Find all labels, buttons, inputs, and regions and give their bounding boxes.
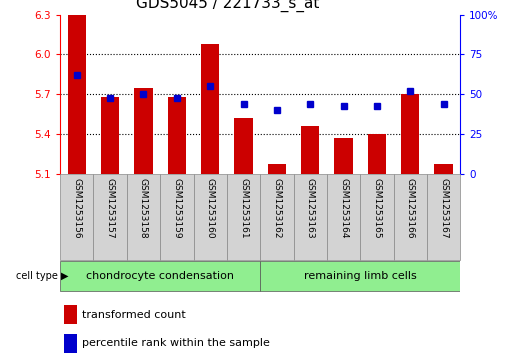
Bar xyxy=(67,15,86,174)
Text: GSM1253160: GSM1253160 xyxy=(206,178,214,238)
Text: GSM1253158: GSM1253158 xyxy=(139,178,148,238)
Text: GSM1253162: GSM1253162 xyxy=(272,178,281,238)
Bar xyxy=(64,305,77,325)
Bar xyxy=(260,174,293,260)
Bar xyxy=(134,88,153,174)
Text: GSM1253161: GSM1253161 xyxy=(239,178,248,238)
Bar xyxy=(94,174,127,260)
Bar xyxy=(334,138,353,174)
Bar xyxy=(368,134,386,174)
Text: remaining limb cells: remaining limb cells xyxy=(304,271,417,281)
Bar xyxy=(234,118,253,174)
Text: transformed count: transformed count xyxy=(82,310,186,320)
Bar xyxy=(201,44,219,174)
Bar xyxy=(327,174,360,260)
Text: GSM1253167: GSM1253167 xyxy=(439,178,448,238)
Title: GDS5045 / 221733_s_at: GDS5045 / 221733_s_at xyxy=(137,0,320,12)
Bar xyxy=(227,174,260,260)
Bar xyxy=(160,174,194,260)
Text: GSM1253166: GSM1253166 xyxy=(406,178,415,238)
Text: GSM1253163: GSM1253163 xyxy=(306,178,315,238)
Bar xyxy=(64,334,77,353)
Bar xyxy=(101,97,119,174)
Bar xyxy=(60,261,260,290)
Bar xyxy=(168,97,186,174)
Text: GSM1253165: GSM1253165 xyxy=(372,178,381,238)
Text: chondrocyte condensation: chondrocyte condensation xyxy=(86,271,234,281)
Bar xyxy=(360,174,393,260)
Bar xyxy=(293,174,327,260)
Bar xyxy=(401,94,419,174)
Bar xyxy=(394,174,427,260)
Text: ▶: ▶ xyxy=(61,271,69,281)
Bar xyxy=(301,126,320,174)
Bar xyxy=(260,261,460,290)
Text: GSM1253157: GSM1253157 xyxy=(106,178,115,238)
Text: GSM1253159: GSM1253159 xyxy=(173,178,181,238)
Bar xyxy=(60,174,94,260)
Bar xyxy=(427,174,460,260)
Bar xyxy=(435,164,453,174)
Bar xyxy=(127,174,160,260)
Text: GSM1253164: GSM1253164 xyxy=(339,178,348,238)
Text: GSM1253156: GSM1253156 xyxy=(72,178,81,238)
Text: cell type: cell type xyxy=(16,271,58,281)
Bar xyxy=(268,164,286,174)
Text: percentile rank within the sample: percentile rank within the sample xyxy=(82,338,270,348)
Bar xyxy=(194,174,227,260)
